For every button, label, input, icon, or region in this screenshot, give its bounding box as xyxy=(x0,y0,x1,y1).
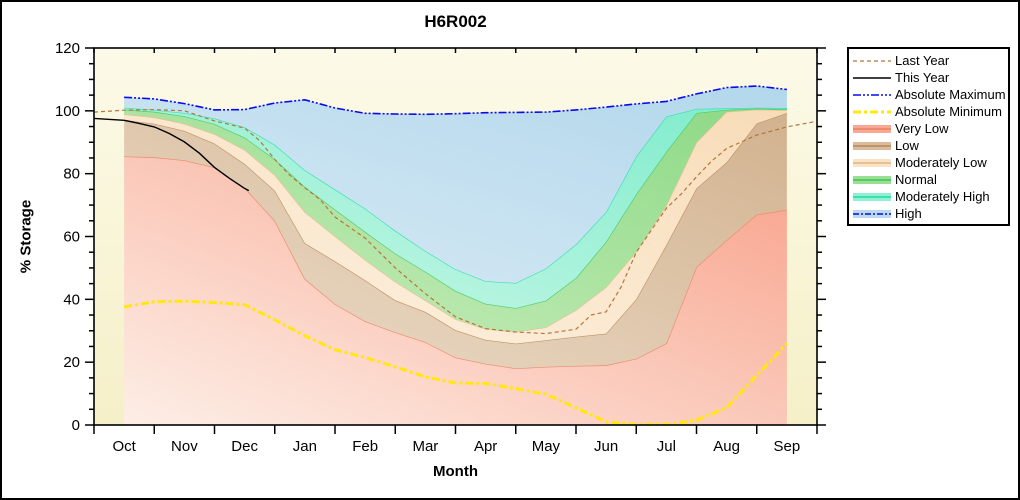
legend-item: Low xyxy=(849,137,1008,154)
band-low xyxy=(124,113,787,369)
legend-label: Moderately High xyxy=(895,189,990,204)
y-tick-label: 120 xyxy=(55,40,80,57)
legend-label: Low xyxy=(895,138,919,153)
y-tick-label: 20 xyxy=(63,354,80,371)
x-tick-label: Feb xyxy=(352,438,378,455)
legend-item: Moderately Low xyxy=(849,154,1008,171)
legend-item: Normal xyxy=(849,171,1008,188)
legend-swatch-moderately-high xyxy=(849,192,895,201)
chart-title: H6R002 xyxy=(424,12,487,31)
legend: Last Year This Year Absolute Maximum Absolu… xyxy=(847,47,1010,226)
legend-item: Moderately High xyxy=(849,188,1008,205)
legend-swatch-high xyxy=(849,209,895,218)
legend-label: Very Low xyxy=(895,121,949,136)
line-absolute-maximum xyxy=(124,85,787,116)
legend-item: Last Year xyxy=(849,52,1008,69)
legend-label: Normal xyxy=(895,172,937,187)
legend-swatch-absolute-maximum xyxy=(849,90,895,100)
x-tick-label: Mar xyxy=(412,438,438,455)
y-tick-label: 0 xyxy=(72,417,80,434)
legend-item: High xyxy=(849,205,1008,222)
band-normal xyxy=(124,108,787,332)
band-very-low xyxy=(124,156,787,425)
legend-item: Absolute Minimum xyxy=(849,103,1008,120)
x-tick-label: Apr xyxy=(474,438,497,455)
x-tick-label: Jul xyxy=(657,438,676,455)
legend-swatch-very-low xyxy=(849,124,895,133)
x-axis-label: Month xyxy=(433,463,478,480)
x-tick-label: May xyxy=(532,438,561,455)
legend-label: Absolute Maximum xyxy=(895,87,1006,102)
legend-label: This Year xyxy=(895,70,950,85)
legend-item: This Year xyxy=(849,69,1008,86)
x-tick-label: Sep xyxy=(774,438,801,455)
legend-swatch-last-year xyxy=(849,56,895,66)
x-tick-label: Jan xyxy=(293,438,317,455)
legend-label: High xyxy=(895,206,922,221)
y-tick-label: 80 xyxy=(63,166,80,183)
y-tick-label: 100 xyxy=(55,103,80,120)
band-high xyxy=(124,86,787,283)
legend-swatch-this-year xyxy=(849,73,895,83)
legend-item: Very Low xyxy=(849,120,1008,137)
x-tick-label: Jun xyxy=(594,438,618,455)
legend-swatch-low xyxy=(849,141,895,150)
x-tick-label: Aug xyxy=(713,438,740,455)
legend-label: Last Year xyxy=(895,53,950,68)
y-tick-label: 40 xyxy=(63,291,80,308)
line-absolute-minimum xyxy=(123,299,788,426)
band-moderately-low xyxy=(124,109,787,344)
legend-label: Absolute Minimum xyxy=(895,104,1002,119)
legend-swatch-normal xyxy=(849,175,895,184)
legend-swatch-absolute-minimum xyxy=(849,107,895,117)
legend-swatch-moderately-low xyxy=(849,158,895,167)
y-tick-label: 60 xyxy=(63,229,80,246)
legend-item: Absolute Maximum xyxy=(849,86,1008,103)
x-tick-label: Oct xyxy=(112,438,136,455)
x-tick-label: Nov xyxy=(171,438,198,455)
x-tick-label: Dec xyxy=(231,438,258,455)
legend-label: Moderately Low xyxy=(895,155,987,170)
line-this-year xyxy=(93,117,250,192)
line-last-year xyxy=(93,108,815,335)
